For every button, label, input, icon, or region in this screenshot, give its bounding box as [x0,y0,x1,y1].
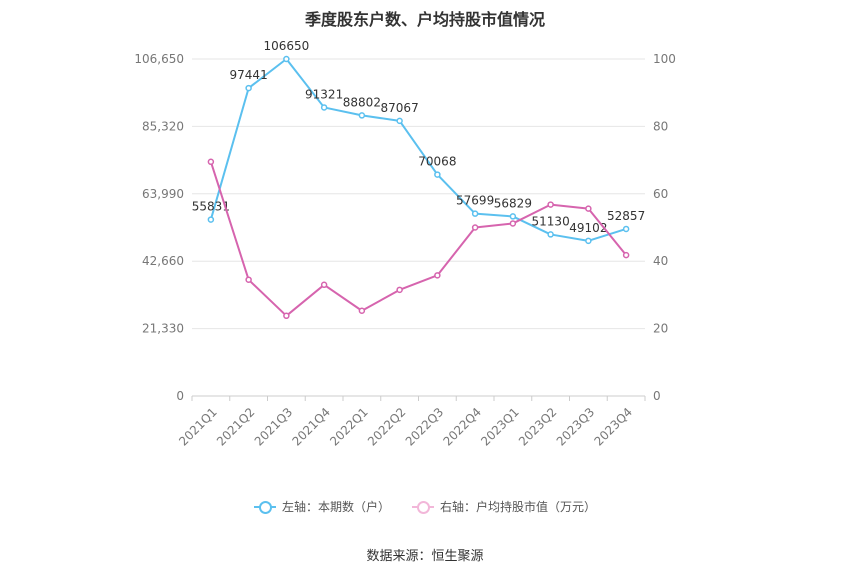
left-series-point [471,210,479,217]
x-axis-tick-label: 2021Q3 [252,405,296,449]
data-label: 97441 [230,68,268,82]
right-series-point [396,286,403,294]
data-label: 56829 [494,196,532,210]
right-series-point [283,312,290,320]
right-axis-tick-label: 80 [653,119,668,133]
right-series-point [358,307,366,314]
data-label: 70068 [418,155,456,169]
data-label: 57699 [456,194,494,208]
left-series-point [396,117,403,125]
data-label: 52857 [607,209,645,223]
data-label: 49102 [569,221,607,235]
left-series-point [320,104,328,111]
x-axis-tick-label: 2021Q4 [289,405,333,449]
right-series-point [547,201,554,208]
x-axis-tick-label: 2023Q1 [478,405,522,449]
x-axis-tick-label: 2021Q2 [214,405,258,449]
left-series-point [358,112,366,119]
right-series-point [585,205,592,212]
left-series-point [434,171,441,178]
left-series-point [245,84,252,92]
data-label: 87067 [381,101,419,115]
left-series-point [207,216,215,223]
left-axis-tick-label: 42,660 [142,254,184,268]
left-series-point [509,213,517,220]
right-axis-tick-label: 40 [653,254,668,268]
right-axis-tick-label: 100 [653,52,676,66]
right-series-point [207,158,215,166]
right-series-point [471,224,479,231]
data-label: 91321 [305,87,343,101]
data-label: 55831 [192,200,230,214]
left-series-point [622,225,630,233]
left-axis-tick-label: 106,650 [134,52,184,66]
right-series-point [509,220,517,227]
legend-left-marker-icon [253,500,276,514]
x-axis-tick-label: 2023Q2 [516,405,560,449]
data-label: 51130 [532,214,570,228]
left-axis-tick-label: 21,330 [142,322,184,336]
data-label: 88802 [343,95,381,109]
data-source: 数据来源：恒生聚源 [366,549,484,564]
x-axis-tick-label: 2023Q4 [591,405,635,449]
left-axis-tick-label: 0 [176,389,184,403]
x-axis-tick-label: 2022Q3 [403,405,447,449]
right-axis-tick-label: 20 [653,322,668,336]
left-axis-tick-label: 85,320 [142,119,184,133]
left-series-point [547,231,554,238]
left-series-point [283,55,290,63]
right-series-point [434,272,441,279]
legend-item-left-series[interactable]: 左轴：本期数（户） [253,498,390,515]
x-axis-tick-label: 2021Q1 [176,405,220,449]
legend-left-label: 左轴：本期数（户） [281,500,390,514]
legend-right-marker-icon [412,500,434,514]
x-axis-tick-label: 2022Q1 [327,405,371,449]
chart-title: 季度股东户数、户均持股市值情况 [304,10,545,29]
x-axis-tick-label: 2022Q2 [365,405,409,449]
right-series-point [245,276,252,283]
left-series-line [209,58,627,242]
legend: 左轴：本期数（户） 右轴：户均持股市值（万元） [0,498,850,515]
right-series-point [320,281,328,289]
right-series-line [209,161,627,317]
legend-item-right-series[interactable]: 右轴：户均持股市值（万元） [412,498,596,515]
left-series-point [585,237,592,245]
legend-right-label: 右轴：户均持股市值（万元） [440,500,597,514]
x-axis-tick-label: 2022Q4 [440,405,484,449]
right-axis-tick-label: 0 [653,389,661,403]
data-label: 106650 [263,39,309,53]
right-axis-tick-label: 60 [653,187,668,201]
right-series-point [622,251,630,259]
x-axis-tick-label: 2023Q3 [554,405,598,449]
left-axis-tick-label: 63,990 [142,187,184,201]
